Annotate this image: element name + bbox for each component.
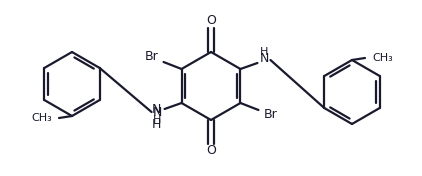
Text: CH₃: CH₃	[372, 53, 393, 63]
Text: Br: Br	[264, 108, 277, 121]
Text: CH₃: CH₃	[31, 113, 52, 123]
Text: N: N	[260, 52, 269, 65]
Text: O: O	[206, 144, 216, 158]
Text: O: O	[206, 14, 216, 27]
Text: N: N	[153, 106, 162, 120]
Text: N
H: N H	[152, 103, 161, 131]
Text: H: H	[153, 115, 162, 125]
Text: H: H	[260, 47, 269, 57]
Text: Br: Br	[145, 51, 158, 64]
